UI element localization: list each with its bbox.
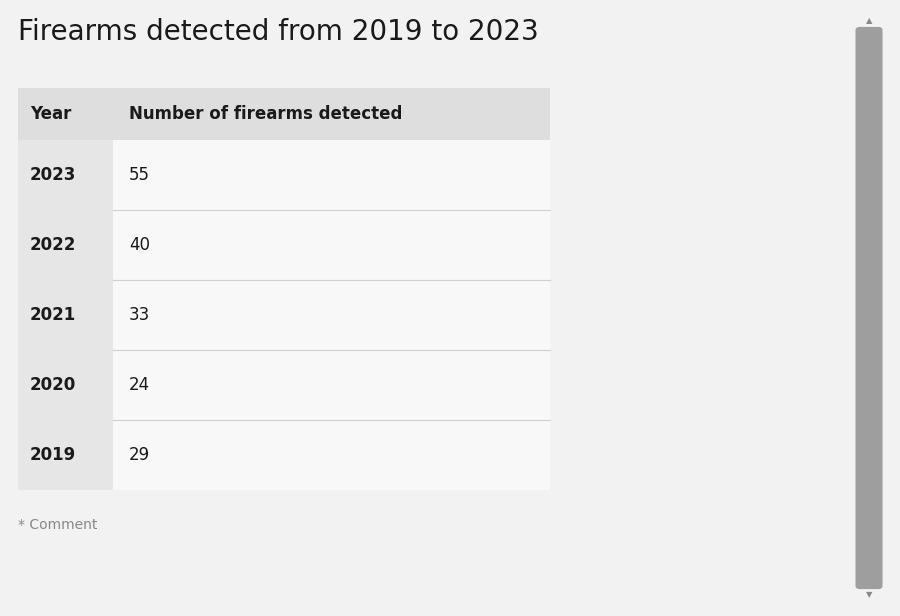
Text: Firearms detected from 2019 to 2023: Firearms detected from 2019 to 2023	[18, 18, 539, 46]
Text: 55: 55	[129, 166, 150, 184]
FancyBboxPatch shape	[856, 27, 883, 589]
Bar	[18, 88, 550, 140]
Text: Year: Year	[30, 105, 71, 123]
Text: 2022: 2022	[30, 236, 76, 254]
Text: 29: 29	[129, 446, 150, 464]
Text: * Comment: * Comment	[18, 518, 97, 532]
Text: 2020: 2020	[30, 376, 76, 394]
Text: 40: 40	[129, 236, 150, 254]
Bar	[858, 10, 880, 606]
Text: ▲: ▲	[866, 17, 872, 25]
Text: 24: 24	[129, 376, 150, 394]
Text: 33: 33	[129, 306, 150, 324]
Text: 2019: 2019	[30, 446, 76, 464]
Text: ▼: ▼	[866, 591, 872, 599]
Text: 2021: 2021	[30, 306, 76, 324]
Text: 2023: 2023	[30, 166, 76, 184]
Text: Number of firearms detected: Number of firearms detected	[129, 105, 402, 123]
